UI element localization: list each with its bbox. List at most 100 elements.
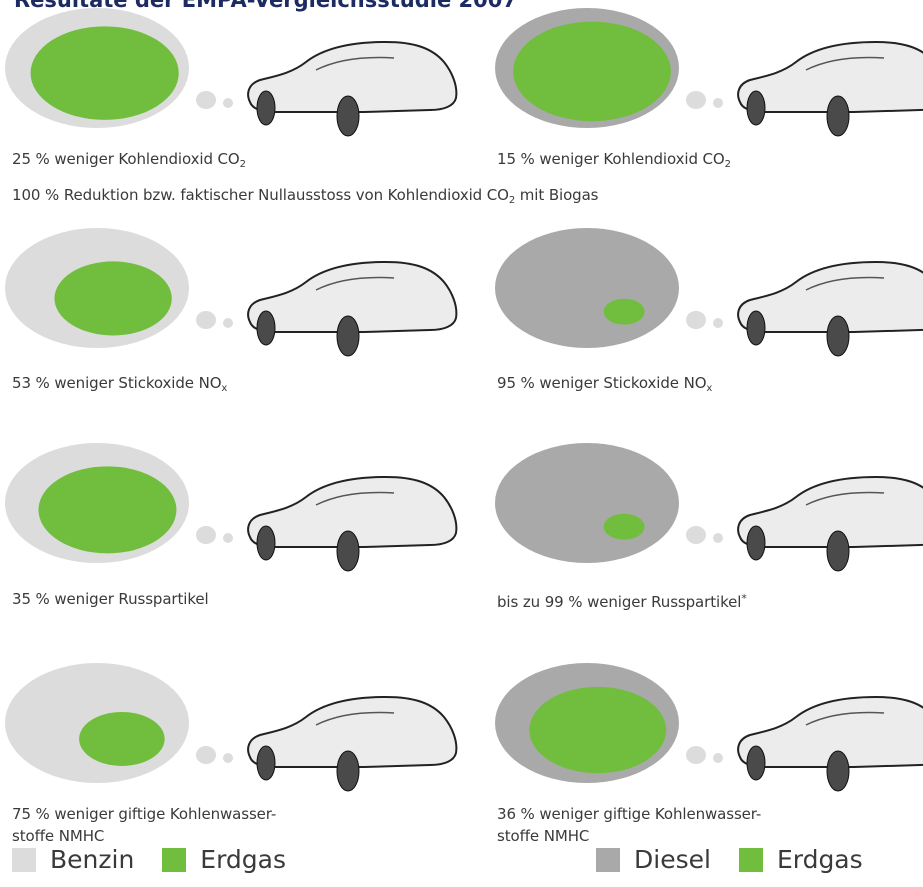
exhaust-bubble-small [223, 98, 233, 108]
erdgas-emission-cloud [38, 466, 177, 554]
legend-item-benzin: Benzin [12, 845, 134, 874]
reference-emission-cloud [495, 443, 679, 563]
diesel-swatch [596, 847, 620, 872]
car-body [247, 260, 458, 333]
rear-tire [336, 530, 360, 572]
exhaust-bubble-large [196, 526, 216, 544]
panel-benzin-nox [0, 220, 460, 357]
comparison-row-2 [0, 220, 923, 357]
caption-co2-diesel: 15 % weniger Kohlendioxid CO2 [497, 150, 731, 170]
comparison-row-1 [0, 0, 923, 137]
erdgas-emission-cloud [603, 513, 645, 540]
erdgas-emission-cloud [30, 26, 179, 120]
caption-nox-diesel: 95 % weniger Stickoxide NOx [497, 374, 713, 394]
car-icon [737, 695, 923, 792]
exhaust-bubble-large [686, 746, 706, 764]
erdgas-swatch [162, 847, 187, 872]
car-body [737, 695, 923, 768]
car-window-line [805, 491, 885, 506]
erdgas-emission-cloud [54, 261, 172, 336]
rear-tire [826, 315, 850, 357]
legend-label: Diesel [634, 845, 711, 874]
panel-benzin-nmhc [0, 655, 460, 792]
car-body [737, 475, 923, 548]
rear-tire [336, 750, 360, 792]
footnote-star: * [741, 592, 747, 605]
erdgas-swatch [738, 847, 763, 872]
car-window-line [805, 711, 885, 726]
car-icon [737, 260, 923, 357]
exhaust-bubble-small [713, 318, 723, 328]
exhaust-bubble-small [223, 753, 233, 763]
caption-russ-diesel: bis zu 99 % weniger Russpartikel* [497, 592, 747, 611]
panel-benzin-co2 [0, 0, 460, 137]
legend-item-diesel: Diesel [596, 845, 711, 874]
caption-co2-benzin: 25 % weniger Kohlendioxid CO2 [12, 150, 246, 170]
exhaust-bubble-small [713, 533, 723, 543]
exhaust-bubble-small [223, 533, 233, 543]
legend-right: Diesel Erdgas [596, 845, 863, 874]
caption-nmhc-diesel: 36 % weniger giftige Kohlenwasser- stoff… [497, 805, 762, 845]
car-icon [737, 475, 923, 572]
exhaust-bubble-large [196, 91, 216, 109]
car-body [247, 475, 458, 548]
comparison-graphic [5, 228, 458, 357]
car-body [737, 260, 923, 333]
car-window-line [315, 711, 395, 726]
erdgas-emission-cloud [79, 711, 165, 766]
car-window-line [315, 491, 395, 506]
exhaust-bubble-small [713, 753, 723, 763]
car-icon [247, 40, 458, 137]
exhaust-bubble-small [713, 98, 723, 108]
benzin-swatch [12, 847, 36, 872]
car-icon [247, 475, 458, 572]
comparison-row-3 [0, 435, 923, 572]
car-window-line [315, 276, 395, 291]
caption-russ-benzin: 35 % weniger Russpartikel [12, 590, 209, 608]
rear-tire [826, 530, 850, 572]
comparison-row-4 [0, 655, 923, 792]
comparison-graphic [495, 228, 923, 357]
car-body [247, 40, 458, 113]
car-body [247, 695, 458, 768]
comparison-graphic [5, 663, 458, 792]
comparison-graphic [495, 8, 923, 137]
reference-emission-cloud [495, 228, 679, 348]
front-tire [746, 90, 766, 126]
exhaust-bubble-large [686, 311, 706, 329]
erdgas-emission-cloud [513, 21, 671, 122]
panel-diesel-nmhc [490, 655, 923, 792]
exhaust-bubble-large [196, 311, 216, 329]
legend-item-erdgas: Erdgas [738, 845, 863, 874]
caption-nox-benzin: 53 % weniger Stickoxide NOx [12, 374, 228, 394]
exhaust-bubble-large [686, 526, 706, 544]
front-tire [256, 310, 276, 346]
panel-diesel-russ [490, 435, 923, 572]
comparison-graphic [495, 443, 923, 572]
panel-diesel-nox [490, 220, 923, 357]
car-window-line [805, 276, 885, 291]
comparison-graphic [5, 8, 458, 137]
legend-label: Benzin [50, 845, 135, 874]
legend-label: Erdgas [200, 845, 287, 874]
legend-left: Benzin Erdgas [12, 845, 314, 874]
rear-tire [336, 315, 360, 357]
exhaust-bubble-large [686, 91, 706, 109]
front-tire [746, 525, 766, 561]
car-window-line [315, 56, 395, 71]
exhaust-bubble-large [196, 746, 216, 764]
caption-nmhc-benzin: 75 % weniger giftige Kohlenwasser- stoff… [12, 805, 277, 845]
legend-label: Erdgas [776, 845, 863, 874]
front-tire [256, 745, 276, 781]
front-tire [256, 90, 276, 126]
car-body [737, 40, 923, 113]
rear-tire [826, 95, 850, 137]
comparison-graphic [495, 663, 923, 792]
rear-tire [826, 750, 850, 792]
panel-benzin-russ [0, 435, 460, 572]
front-tire [256, 525, 276, 561]
panel-diesel-co2 [490, 0, 923, 137]
front-tire [746, 745, 766, 781]
erdgas-emission-cloud [603, 298, 645, 325]
car-icon [247, 695, 458, 792]
